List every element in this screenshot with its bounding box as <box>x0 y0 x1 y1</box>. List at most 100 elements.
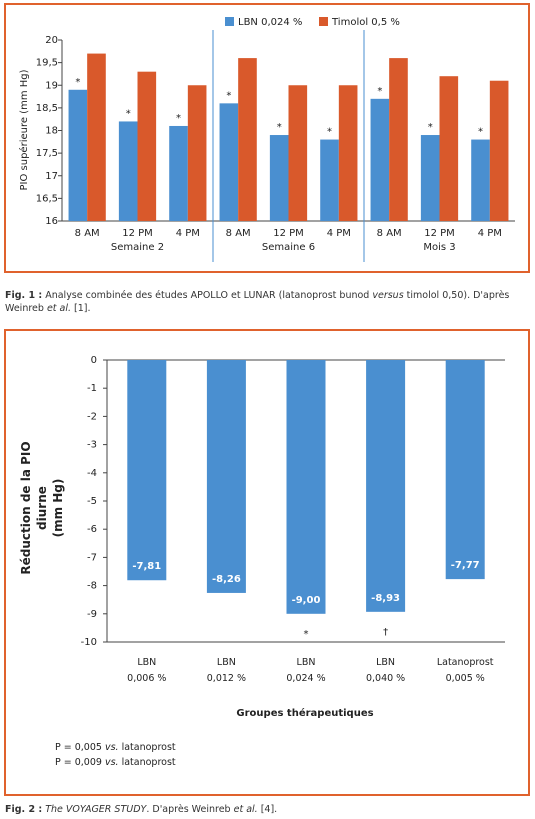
y-tick-label: 20 <box>45 35 58 46</box>
footnote-text: vs. <box>104 757 119 768</box>
caption-text: [4]. <box>257 804 278 815</box>
group-label: Semaine 6 <box>262 242 315 253</box>
bar <box>366 360 406 612</box>
caption-label: Fig. 1 : <box>5 290 43 301</box>
x-tick-label: 8 AM <box>75 228 100 239</box>
x-tick-label: 8 AM <box>377 228 402 239</box>
significance-marker: * <box>75 77 80 88</box>
y-tick-label: 18 <box>45 126 58 137</box>
bar <box>238 58 257 221</box>
bar <box>439 76 459 221</box>
y-tick-label: 19 <box>45 80 58 91</box>
caption-text: versus <box>372 290 404 301</box>
bar <box>219 103 239 221</box>
bar <box>320 139 339 221</box>
significance-marker: * <box>377 86 382 97</box>
caption-text: [1]. <box>71 303 91 314</box>
x-tick-label: 4 PM <box>478 228 502 239</box>
significance-marker: † <box>383 627 388 638</box>
y-tick-label: 17 <box>45 171 58 182</box>
value-label: -7,81 <box>132 561 161 572</box>
value-label: -8,26 <box>212 574 241 585</box>
caption-text: timolol 0,50). D'après Weinreb <box>5 290 510 314</box>
bar <box>137 71 157 221</box>
group-label: Mois 3 <box>423 242 455 253</box>
caption: Fig. 2 : The VOYAGER STUDY. D'après Wein… <box>5 803 530 816</box>
figure-frame <box>4 3 530 273</box>
footnote: P = 0,009 vs. latanoprost <box>55 757 176 768</box>
significance-marker: * <box>428 122 433 133</box>
y-tick-label: -8 <box>87 581 97 592</box>
bar <box>288 85 308 221</box>
value-label: -8,93 <box>371 593 400 604</box>
x-tick-label: LBN 0,024 % <box>286 657 326 684</box>
footnote: P = 0,005 vs. latanoprost <box>55 742 176 753</box>
bar <box>445 360 485 580</box>
value-label: -7,77 <box>451 560 480 571</box>
y-axis-title: Réduction de la PIO diurne (mm Hg) <box>19 441 65 575</box>
bar <box>68 89 88 222</box>
caption-text: et al. <box>233 804 258 815</box>
legend-swatch <box>319 17 328 26</box>
significance-marker: * <box>327 127 332 138</box>
y-tick-label: 16 <box>45 216 58 227</box>
x-tick-label: 12 PM <box>424 228 455 239</box>
x-tick-label: 12 PM <box>273 228 304 239</box>
y-tick-label: -10 <box>81 637 97 648</box>
bar <box>389 58 408 221</box>
x-tick-label: Latanoprost 0,005 % <box>436 657 494 684</box>
y-tick-label: 18,5 <box>36 103 58 114</box>
figure-frame <box>4 329 530 796</box>
bar <box>286 360 326 614</box>
legend-label: Timolol 0,5 % <box>331 17 400 28</box>
bar <box>118 121 138 221</box>
bar <box>269 135 289 221</box>
x-tick-label: LBN 0,012 % <box>206 657 247 684</box>
footnote-text: P = 0,005 <box>55 742 105 753</box>
y-tick-label: -7 <box>87 552 97 563</box>
bar <box>206 360 246 593</box>
x-tick-label: 12 PM <box>122 228 153 239</box>
y-tick-label: 19,5 <box>36 58 58 69</box>
caption: Fig. 1 : Analyse combinée des études APO… <box>5 289 530 315</box>
y-tick-label: -1 <box>87 383 97 394</box>
group-label: Semaine 2 <box>111 242 164 253</box>
bar <box>471 139 490 221</box>
x-tick-label: 4 PM <box>327 228 351 239</box>
significance-marker: * <box>226 90 231 101</box>
bar <box>187 85 207 221</box>
bar <box>127 360 167 581</box>
x-tick-label: 8 AM <box>226 228 251 239</box>
significance-marker: * <box>277 122 282 133</box>
footnote-text: latanoprost <box>118 757 176 768</box>
y-tick-label: 17,5 <box>36 148 58 159</box>
caption-label: Fig. 2 : <box>5 804 43 815</box>
caption-text: The VOYAGER STUDY <box>45 804 147 815</box>
bar <box>169 125 188 221</box>
bar <box>87 53 106 222</box>
y-tick-label: -9 <box>87 609 97 620</box>
significance-marker: * <box>478 127 483 138</box>
y-tick-label: -5 <box>87 496 97 507</box>
x-tick-label: 4 PM <box>176 228 200 239</box>
footnote-text: vs. <box>104 742 119 753</box>
bar <box>489 80 509 221</box>
footnote-text: latanoprost <box>118 742 176 753</box>
y-tick-label: 0 <box>91 355 97 366</box>
y-tick-label: -4 <box>87 468 97 479</box>
y-tick-label: -6 <box>87 524 97 535</box>
x-tick-label: LBN 0,006 % <box>127 657 167 684</box>
y-axis-title: PIO supérieure (mm Hg) <box>18 69 30 190</box>
y-tick-label: -3 <box>87 440 97 451</box>
significance-marker: * <box>304 629 309 640</box>
y-tick-label: 16,5 <box>36 193 58 204</box>
x-axis-title: Groupes thérapeutiques <box>236 707 373 719</box>
caption-text: et al. <box>46 303 72 314</box>
significance-marker: * <box>126 108 131 119</box>
x-tick-label: LBN 0,040 % <box>365 657 406 684</box>
y-tick-label: -2 <box>87 411 97 422</box>
footnote-text: P = 0,009 <box>55 757 105 768</box>
bar <box>420 135 440 221</box>
caption-text: . D'après Weinreb <box>146 804 234 815</box>
